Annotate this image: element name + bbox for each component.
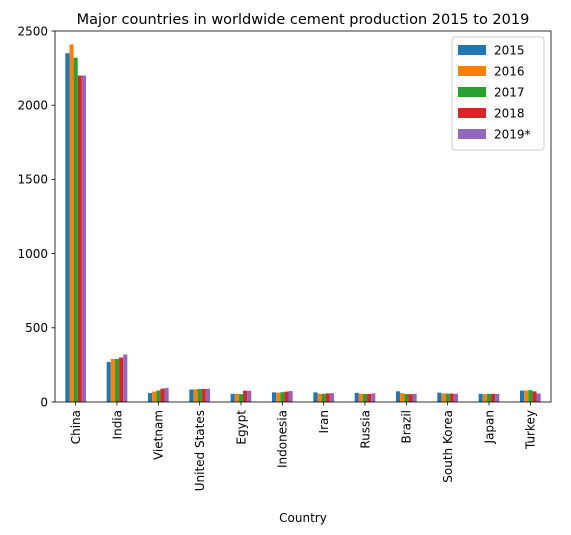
x-tick-label: South Korea [441, 410, 455, 483]
bar-2018-russia [367, 393, 372, 402]
y-axis: 0 500 1000 1500 2000 2500 [17, 24, 55, 409]
bar-2015-vietnam [148, 393, 153, 402]
bar-2016-brazil [400, 393, 405, 402]
bar-2017-united-states [197, 389, 202, 402]
legend-swatch [458, 66, 486, 76]
bar-2017-egypt [238, 394, 244, 402]
bar-2016-indonesia [276, 392, 281, 402]
bar-2016-iran [317, 393, 322, 402]
bar-2017-india [114, 358, 120, 402]
chart-title: Major countries in worldwide cement prod… [77, 12, 530, 28]
bar-2018-indonesia [284, 391, 289, 402]
bar-2017-japan [486, 393, 492, 402]
bar-2018-china [77, 75, 82, 403]
legend-swatch [458, 129, 486, 139]
bar-2017-indonesia [280, 392, 285, 402]
legend-label: 2018 [494, 106, 525, 120]
legend-swatch [458, 45, 486, 55]
x-tick-label: Vietnam [152, 410, 166, 460]
bar-2019-russia [371, 393, 376, 402]
legend-label: 2015 [494, 43, 525, 57]
bar-2018-egypt [243, 390, 248, 402]
bar-2017-south-korea [445, 393, 450, 402]
bar-2016-turkey [524, 390, 529, 402]
bar-2016-vietnam [152, 391, 157, 402]
bar-2018-united-states [201, 388, 206, 402]
bar-2015-india [106, 361, 111, 402]
x-tick-label: Turkey [524, 410, 538, 450]
bar-2018-turkey [532, 391, 537, 402]
legend-label: 2019* [494, 127, 531, 141]
bar-2017-turkey [528, 390, 533, 402]
x-tick-label: Egypt [234, 410, 248, 445]
bar-2019-india [123, 354, 128, 402]
bar-2016-egypt [234, 393, 239, 402]
legend-box [451, 36, 545, 151]
bar-2018-south-korea [449, 393, 454, 402]
bar-2016-united-states [193, 389, 198, 402]
bar-2019-south-korea [453, 393, 458, 402]
y-tick-label: 1000 [17, 247, 48, 261]
bar-2015-south-korea [437, 392, 442, 402]
legend-swatch [458, 87, 486, 97]
x-tick-label: India [110, 410, 124, 439]
plot-frame [54, 30, 552, 403]
bar-2016-russia [358, 393, 363, 402]
bar-2017-brazil [404, 393, 409, 402]
bar-2018-vietnam [160, 388, 165, 402]
bar-2015-china [65, 53, 70, 402]
bar-2019-vietnam [164, 387, 169, 402]
bar-2019-united-states [205, 388, 210, 402]
bar-2015-iran [313, 392, 318, 402]
bar-2017-vietnam [156, 390, 161, 402]
bar-2019-egypt [247, 390, 252, 402]
x-tick-label: Russia [358, 410, 372, 449]
x-tick-label: Indonesia [276, 410, 290, 468]
bar-2015-turkey [520, 390, 525, 402]
bar-2018-brazil [408, 394, 413, 402]
bar-2018-india [119, 357, 124, 402]
bar-2015-indonesia [272, 392, 277, 402]
x-tick-label: Japan [482, 410, 496, 444]
x-tick-label: Iran [317, 410, 331, 433]
bar-2016-china [69, 44, 74, 403]
bar-2019-china [81, 75, 86, 403]
bar-2015-egypt [230, 393, 235, 402]
bar-2019-indonesia [288, 391, 293, 402]
bar-2015-united-states [189, 389, 194, 402]
legend-label: 2017 [494, 85, 525, 99]
bar-2015-japan [478, 393, 483, 402]
bar-2017-russia [362, 393, 368, 402]
bar-2018-japan [491, 393, 496, 402]
bar-2015-russia [354, 392, 359, 402]
y-tick-label: 0 [40, 395, 48, 409]
bar-2016-south-korea [441, 393, 446, 402]
plot-area [54, 30, 552, 403]
bar-2018-iran [325, 393, 330, 402]
x-axis: China India Vietnam United States Egypt Indon… [69, 402, 538, 491]
x-tick-label: United States [193, 410, 207, 491]
x-tick-label: China [69, 410, 83, 444]
bar-2015-brazil [396, 391, 401, 402]
legend-swatch [458, 108, 486, 118]
y-tick-label: 2000 [17, 99, 48, 113]
x-tick-label: Brazil [400, 410, 414, 444]
y-tick-label: 500 [25, 321, 48, 335]
bar-2019-turkey [536, 393, 541, 402]
bar-2016-india [110, 358, 115, 402]
legend-label: 2016 [494, 64, 525, 78]
bar-2019-brazil [412, 393, 417, 402]
x-axis-label: Country [279, 511, 327, 525]
bar-2019-japan [495, 393, 500, 402]
y-tick-label: 1500 [17, 173, 48, 187]
legend: 2015 2016 2017 2018 2019* [451, 36, 545, 151]
bar-2017-iran [321, 393, 326, 402]
y-tick-label: 2500 [17, 24, 48, 38]
bar-2019-iran [329, 393, 334, 402]
bar-2016-japan [482, 394, 487, 402]
bar-2017-china [73, 57, 78, 403]
